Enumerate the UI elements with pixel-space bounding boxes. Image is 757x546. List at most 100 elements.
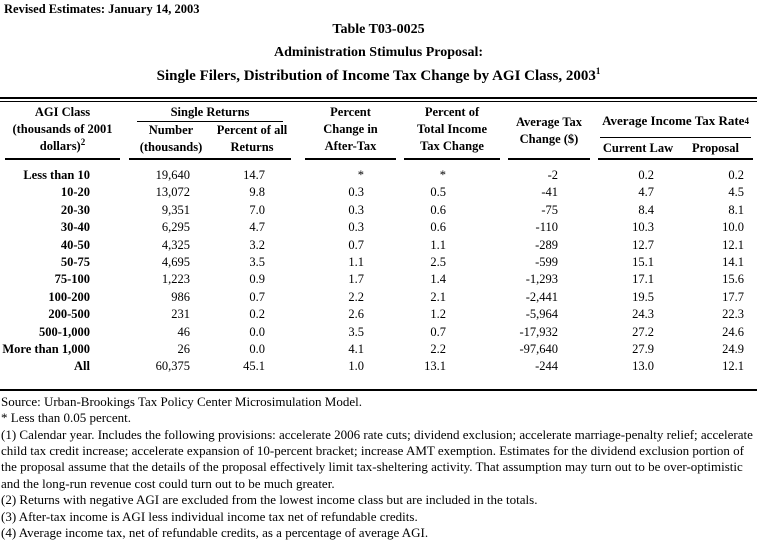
cell-average-tax-change: -244 — [535, 359, 558, 374]
col-header-percent-change-after-tax: Percent Change in After-Tax — [305, 104, 396, 160]
cell-proposal: 12.1 — [722, 237, 744, 252]
table-top-rule — [0, 97, 757, 102]
table-bottom-rule — [0, 388, 757, 391]
cell-proposal: 4.5 — [728, 185, 744, 200]
agi-class-footnote-ref: 2 — [80, 136, 86, 147]
cell-current-law: 27.2 — [632, 324, 654, 339]
cell-number-thousands: 4,695 — [161, 254, 190, 269]
cell-proposal: 12.1 — [722, 359, 744, 374]
table-header: AGI Class (thousands of 2001 dollars)2 S… — [0, 102, 757, 160]
cell-percent-change-after-tax: 2.2 — [348, 289, 364, 304]
cell-average-tax-change: -17,932 — [519, 324, 558, 339]
cell-percent-of-all-returns: 3.5 — [249, 254, 265, 269]
single-returns-subheaders: Number (thousands) Percent of all Return… — [129, 122, 291, 158]
cell-agi-class: Less than 10 — [23, 168, 90, 182]
cell-agi-class: 40-50 — [60, 237, 90, 252]
cell-number-thousands: 19,640 — [155, 168, 190, 182]
footnote-2: (2) Returns with negative AGI are exclud… — [1, 492, 538, 508]
cell-agi-class: 75-100 — [54, 272, 90, 287]
cell-number-thousands: 1,223 — [161, 272, 190, 287]
col-group-single-returns: Single Returns Number (thousands) Percen… — [129, 104, 291, 160]
cell-percent-change-after-tax: 1.7 — [348, 272, 364, 287]
footnotes: Source: Urban-Brookings Tax Policy Cente… — [0, 394, 757, 542]
source-note: Source: Urban-Brookings Tax Policy Cente… — [1, 393, 362, 409]
table-row: 50-75 4,695 3.5 1.1 2.5 -599 15.1 14.1 — [0, 254, 757, 271]
cell-percent-of-all-returns: 0.2 — [249, 307, 265, 322]
cell-current-law: 17.1 — [632, 272, 654, 287]
main-title-footnote-ref: 1 — [595, 66, 601, 76]
cell-proposal: 22.3 — [722, 307, 744, 322]
table-row: Less than 10 19,640 14.7 * * -2 0.2 0.2 — [0, 167, 757, 184]
table-row: 100-200 986 0.7 2.2 2.1 -2,441 19.5 17.7 — [0, 289, 757, 306]
cell-agi-class: 500-1,000 — [38, 324, 90, 339]
cell-current-law: 13.0 — [632, 359, 654, 374]
cell-number-thousands: 13,072 — [155, 185, 190, 200]
table-number-title: Table T03-0025 — [332, 22, 425, 37]
cell-number-thousands: 4,325 — [161, 237, 190, 252]
col-header-proposal: Proposal — [692, 140, 739, 155]
cell-agi-class: All — [74, 359, 90, 374]
col-header-current-law: Current Law — [602, 140, 674, 155]
cell-percent-change-after-tax: 0.3 — [348, 220, 364, 235]
cell-current-law: 4.7 — [638, 185, 654, 200]
table-row: 500-1,000 46 0.0 3.5 0.7 -17,932 27.2 24… — [0, 324, 757, 341]
cell-percent-change-after-tax: 3.5 — [348, 324, 364, 339]
footnote-1: (1) Calendar year. Includes the followin… — [1, 426, 753, 491]
cell-percent-change-after-tax: 1.0 — [348, 359, 364, 374]
cell-average-tax-change: -1,293 — [525, 272, 558, 287]
table-row: 200-500 231 0.2 2.6 1.2 -5,964 24.3 22.3 — [0, 306, 757, 323]
cell-number-thousands: 9,351 — [161, 202, 190, 217]
cell-proposal: 8.1 — [728, 202, 744, 217]
cell-average-tax-change: -110 — [535, 220, 558, 235]
cell-number-thousands: 986 — [171, 289, 190, 304]
tax-rate-subheaders: Current Law Proposal — [598, 138, 753, 158]
average-income-tax-rate-text: Average Income Tax Rate — [602, 113, 745, 128]
cell-agi-class: 200-500 — [48, 307, 90, 322]
cell-percent-total-income-tax-change: 2.5 — [430, 254, 446, 269]
cell-agi-class: 10-20 — [60, 185, 90, 200]
cell-agi-class: 100-200 — [48, 289, 90, 304]
cell-percent-total-income-tax-change: 13.1 — [424, 359, 446, 374]
cell-percent-total-income-tax-change: 0.6 — [430, 220, 446, 235]
cell-percent-of-all-returns: 45.1 — [243, 359, 265, 374]
cell-percent-of-all-returns: 0.0 — [249, 341, 265, 356]
proposal-subtitle: Administration Stimulus Proposal: — [274, 45, 483, 60]
cell-number-thousands: 46 — [177, 324, 191, 339]
cell-percent-change-after-tax: 4.1 — [348, 341, 364, 356]
cell-percent-of-all-returns: 14.7 — [243, 168, 265, 182]
cell-number-thousands: 231 — [171, 307, 190, 322]
table-row: 30-40 6,295 4.7 0.3 0.6 -110 10.3 10.0 — [0, 219, 757, 236]
cell-percent-change-after-tax: 2.6 — [348, 307, 364, 322]
col-header-percent-of-all-returns: Percent of all Returns — [216, 123, 288, 154]
cell-current-law: 27.9 — [632, 341, 654, 356]
cell-percent-of-all-returns: 0.9 — [249, 272, 265, 287]
cell-percent-total-income-tax-change: 2.1 — [430, 289, 446, 304]
table-row: 40-50 4,325 3.2 0.7 1.1 -289 12.7 12.1 — [0, 237, 757, 254]
table-row: 20-30 9,351 7.0 0.3 0.6 -75 8.4 8.1 — [0, 202, 757, 219]
col-header-average-tax-change: Average Tax Change ($) — [508, 104, 590, 160]
cell-proposal: 24.9 — [722, 341, 744, 356]
cell-percent-change-after-tax: 0.7 — [348, 237, 364, 252]
agi-class-label-text: AGI Class (thousands of 2001 dollars) — [12, 105, 113, 153]
main-title-text: Single Filers, Distribution of Income Ta… — [156, 68, 596, 84]
cell-current-law: 15.1 — [632, 254, 654, 269]
cell-agi-class: 30-40 — [60, 220, 90, 235]
cell-average-tax-change: -599 — [535, 254, 558, 269]
col-header-agi-class: AGI Class (thousands of 2001 dollars)2 — [5, 104, 120, 160]
col-header-percent-total-income-tax-change: Percent of Total Income Tax Change — [404, 104, 500, 160]
table-body: Less than 10 19,640 14.7 * * -2 0.2 0.2 … — [0, 167, 757, 376]
title-block: Table T03-0025 Administration Stimulus P… — [0, 22, 757, 85]
cell-current-law: 24.3 — [632, 307, 654, 322]
revision-note: Revised Estimates: January 14, 2003 — [4, 2, 200, 16]
cell-current-law: 10.3 — [632, 220, 654, 235]
cell-proposal: 10.0 — [722, 220, 744, 235]
cell-percent-of-all-returns: 9.8 — [249, 185, 265, 200]
cell-current-law: 12.7 — [632, 237, 654, 252]
cell-average-tax-change: -41 — [541, 185, 558, 200]
cell-current-law: 19.5 — [632, 289, 654, 304]
average-tax-change-label: Average Tax Change ($) — [515, 115, 583, 146]
cell-percent-change-after-tax: 1.1 — [348, 254, 364, 269]
cell-percent-total-income-tax-change: 1.2 — [430, 307, 446, 322]
cell-average-tax-change: -97,640 — [519, 341, 558, 356]
cell-proposal: 17.7 — [722, 289, 744, 304]
